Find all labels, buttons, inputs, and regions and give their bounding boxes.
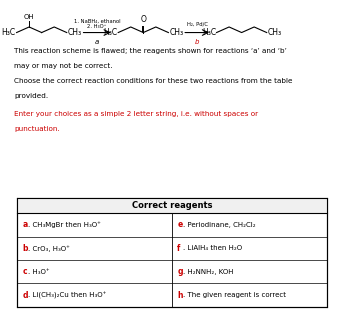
Text: . Li(CH₃)₂Cu then H₃O⁺: . Li(CH₃)₂Cu then H₃O⁺	[28, 292, 106, 299]
Text: H₃C: H₃C	[1, 28, 16, 37]
Text: . Periodinane, CH₂Cl₂: . Periodinane, CH₂Cl₂	[183, 222, 256, 228]
Text: CH₃: CH₃	[169, 28, 183, 37]
Text: a: a	[22, 220, 27, 229]
Text: . CrO₃, H₃O⁺: . CrO₃, H₃O⁺	[28, 245, 70, 252]
Text: . H₂NNH₂, KOH: . H₂NNH₂, KOH	[183, 269, 234, 275]
Text: g: g	[177, 267, 183, 276]
Text: 1. NaBH₄, ethanol: 1. NaBH₄, ethanol	[74, 19, 120, 24]
Text: d: d	[22, 291, 28, 300]
Text: H₂, Pd/C: H₂, Pd/C	[187, 22, 208, 27]
Text: OH: OH	[24, 14, 34, 20]
Text: provided.: provided.	[14, 93, 48, 99]
Text: Choose the correct reaction conditions for these two reactions from the table: Choose the correct reaction conditions f…	[14, 78, 293, 84]
Text: CH₃: CH₃	[68, 28, 82, 37]
Text: CH₃: CH₃	[268, 28, 282, 37]
Text: . The given reagent is correct: . The given reagent is correct	[183, 292, 286, 298]
Text: . CH₃MgBr then H₃O⁺: . CH₃MgBr then H₃O⁺	[28, 222, 101, 228]
Text: Correct reagents: Correct reagents	[132, 201, 212, 210]
Text: Enter your choices as a simple 2 letter string, i.e. without spaces or: Enter your choices as a simple 2 letter …	[14, 111, 258, 117]
Text: a: a	[95, 39, 99, 45]
Text: H₃C: H₃C	[202, 28, 216, 37]
Text: punctuation.: punctuation.	[14, 126, 60, 131]
Text: This reaction scheme is flawed; the reagents shown for reactions ‘a’ and ‘b’: This reaction scheme is flawed; the reag…	[14, 48, 287, 54]
Text: . LiAlH₄ then H₂O: . LiAlH₄ then H₂O	[183, 246, 242, 251]
Text: H₃C: H₃C	[104, 28, 118, 37]
Text: e: e	[177, 220, 183, 229]
Text: f: f	[177, 244, 181, 253]
Text: h: h	[177, 291, 183, 300]
Text: O: O	[140, 15, 146, 24]
Text: c: c	[22, 267, 27, 276]
Text: 2. H₃O⁺: 2. H₃O⁺	[88, 24, 107, 29]
FancyBboxPatch shape	[17, 198, 328, 307]
Text: b: b	[195, 39, 199, 45]
FancyBboxPatch shape	[17, 198, 328, 213]
Text: may or may not be correct.: may or may not be correct.	[14, 63, 112, 69]
Text: . H₃O⁺: . H₃O⁺	[28, 269, 50, 275]
Text: b: b	[22, 244, 28, 253]
